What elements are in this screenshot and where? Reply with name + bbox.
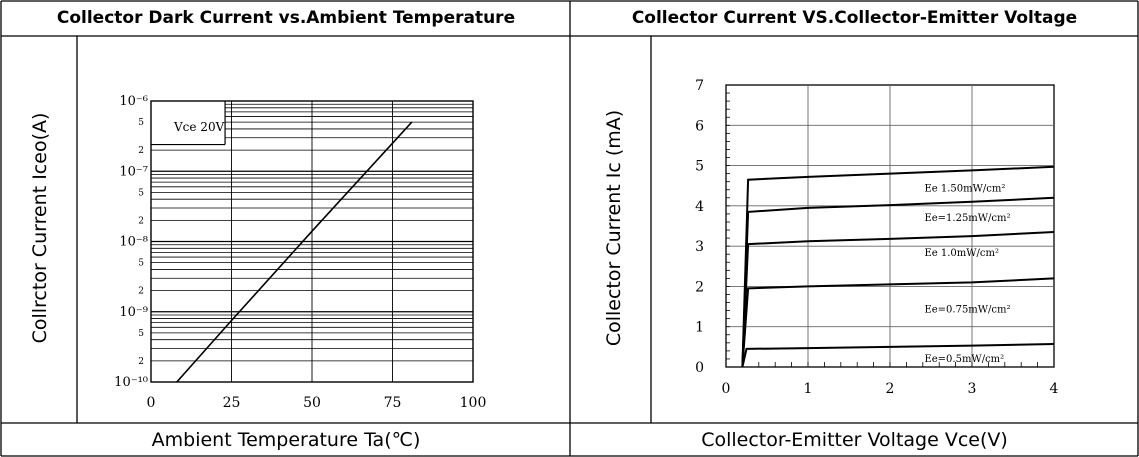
irradiance-curve: [741, 196, 1055, 368]
dark-current-line: [176, 121, 413, 383]
right-chart-header: Collector Current VS.Collector-Emitter V…: [631, 8, 1078, 28]
x-tick-label: 3: [968, 381, 977, 397]
y-tick-label: 5: [695, 159, 704, 175]
y-tick-label: 7: [695, 78, 704, 94]
dark-current-chart: Vce 20V 10⁻⁶ 5 2 10⁻⁷ 5 2 10⁻⁸ 5 2 10⁻⁹ 5 2 10⁻¹⁰ 0 25 5…: [114, 94, 486, 411]
x-tick-label: 75: [384, 395, 402, 411]
left-chart-header: Collector Dark Current vs.Ambient Temper…: [56, 8, 516, 28]
y-minor-label: 2: [138, 287, 144, 297]
right-x-axis-label: Collector-Emitter Voltage Vce(V): [701, 429, 1008, 451]
y-tick-label: 1: [695, 320, 704, 336]
x-tick-label: 4: [1050, 381, 1059, 397]
irradiance-curve: [741, 343, 1055, 368]
y-tick-label: 3: [695, 239, 704, 255]
y-decade-label: 10⁻⁶: [119, 94, 148, 109]
annotation-vce-label: Vce 20V: [173, 120, 225, 134]
y-tick-label: 6: [695, 118, 704, 134]
right-y-axis-label: Collector Current Ic (mA): [603, 109, 625, 347]
x-tick-label: 100: [460, 395, 487, 411]
y-minor-label: 5: [138, 188, 144, 198]
irradiance-curve-label: Ee=0.75mW/cm²: [924, 305, 1010, 316]
irradiance-curve-label: Ee 1.0mW/cm²: [924, 248, 999, 259]
y-minor-label: 5: [138, 118, 144, 128]
x-tick-label: 25: [223, 395, 241, 411]
irradiance-curve: [741, 231, 1055, 368]
irradiance-curve: [741, 165, 1055, 368]
x-tick-label: 1: [804, 381, 813, 397]
x-tick-label: 0: [722, 381, 731, 397]
y-minor-label: 5: [138, 259, 144, 269]
left-y-axis-label: Collrctor Current Iceo(A): [29, 112, 51, 344]
irradiance-curve: [741, 277, 1055, 368]
annotation-box: [152, 102, 226, 145]
y-minor-label: 2: [138, 357, 144, 367]
y-decade-label: 10⁻⁹: [119, 305, 148, 320]
collector-current-chart: 0 1 2 3 4 5 6 7 0 1 2 3 4 Ee 1.50mW/cm² Ee=1.25mW/cm² E…: [695, 78, 1058, 397]
y-decade-label: 10⁻⁸: [119, 235, 148, 250]
y-minor-label: 5: [138, 329, 144, 339]
left-x-axis-label: Ambient Temperature Ta(℃): [151, 429, 421, 451]
y-decade-label: 10⁻⁷: [119, 164, 148, 179]
y-minor-label: 2: [138, 146, 144, 156]
irradiance-curve-label: Ee=1.25mW/cm²: [924, 213, 1010, 224]
y-minor-label: 2: [138, 216, 144, 226]
x-tick-label: 2: [886, 381, 895, 397]
y-decade-label: 10⁻¹⁰: [114, 375, 148, 390]
y-tick-label: 4: [695, 199, 704, 215]
y-tick-label: 0: [695, 360, 704, 376]
y-tick-label: 2: [695, 279, 704, 295]
x-tick-label: 0: [147, 395, 156, 411]
irradiance-curve-label: Ee 1.50mW/cm²: [924, 184, 1005, 195]
x-tick-label: 50: [303, 395, 321, 411]
irradiance-curve-label: Ee=0.5mW/cm²: [924, 354, 1004, 365]
